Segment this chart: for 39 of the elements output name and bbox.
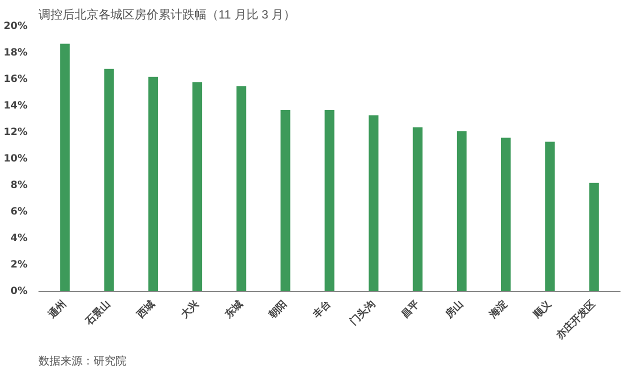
y-tick-label: 2% xyxy=(10,260,28,270)
x-tick-label: 房山 xyxy=(442,298,466,322)
x-tick-label: 东城 xyxy=(222,298,246,322)
bar xyxy=(412,127,423,292)
bar xyxy=(236,86,246,292)
bar xyxy=(501,138,511,292)
y-tick-label: 6% xyxy=(10,206,28,218)
bar xyxy=(589,182,599,292)
bar xyxy=(324,110,334,292)
bar xyxy=(280,110,290,292)
y-tick-label: 0% xyxy=(10,286,28,297)
y-tick-label: 18% xyxy=(4,48,28,58)
bar xyxy=(104,68,114,292)
x-tick-label: 亦庄开发区 xyxy=(553,298,598,342)
x-tick-label: 昌平 xyxy=(400,298,422,321)
y-tick-label: 8% xyxy=(10,180,28,191)
x-tick-label: 海淀 xyxy=(486,298,510,322)
y-tick-label: 14% xyxy=(4,100,28,112)
x-tick-label: 通州 xyxy=(46,298,69,322)
bar xyxy=(545,142,555,292)
bar xyxy=(368,115,378,292)
y-tick-label: 12% xyxy=(4,127,28,138)
x-tick-label: 丰台 xyxy=(310,298,334,322)
y-tick-label: 4% xyxy=(10,233,28,244)
x-tick-label: 顺义 xyxy=(530,297,555,322)
bar xyxy=(192,82,202,292)
y-tick-label: 20% xyxy=(4,21,28,32)
x-tick-label: 西城 xyxy=(134,298,158,322)
y-tick-label: 10% xyxy=(4,154,28,164)
bar xyxy=(456,131,467,292)
x-tick-label: 大兴 xyxy=(178,298,202,322)
x-tick-label: 朝阳 xyxy=(266,298,290,322)
bar xyxy=(60,44,70,292)
bar xyxy=(148,76,158,292)
x-tick-label: 石景山 xyxy=(82,298,113,328)
x-tick-label: 门头沟 xyxy=(348,298,378,328)
source-note: 数据来源：研究院 xyxy=(38,354,126,368)
chart-title: 调控后北京各城区房价累计跌幅（11 月比 3 月） xyxy=(38,8,296,22)
y-tick-label: 16% xyxy=(4,74,28,85)
